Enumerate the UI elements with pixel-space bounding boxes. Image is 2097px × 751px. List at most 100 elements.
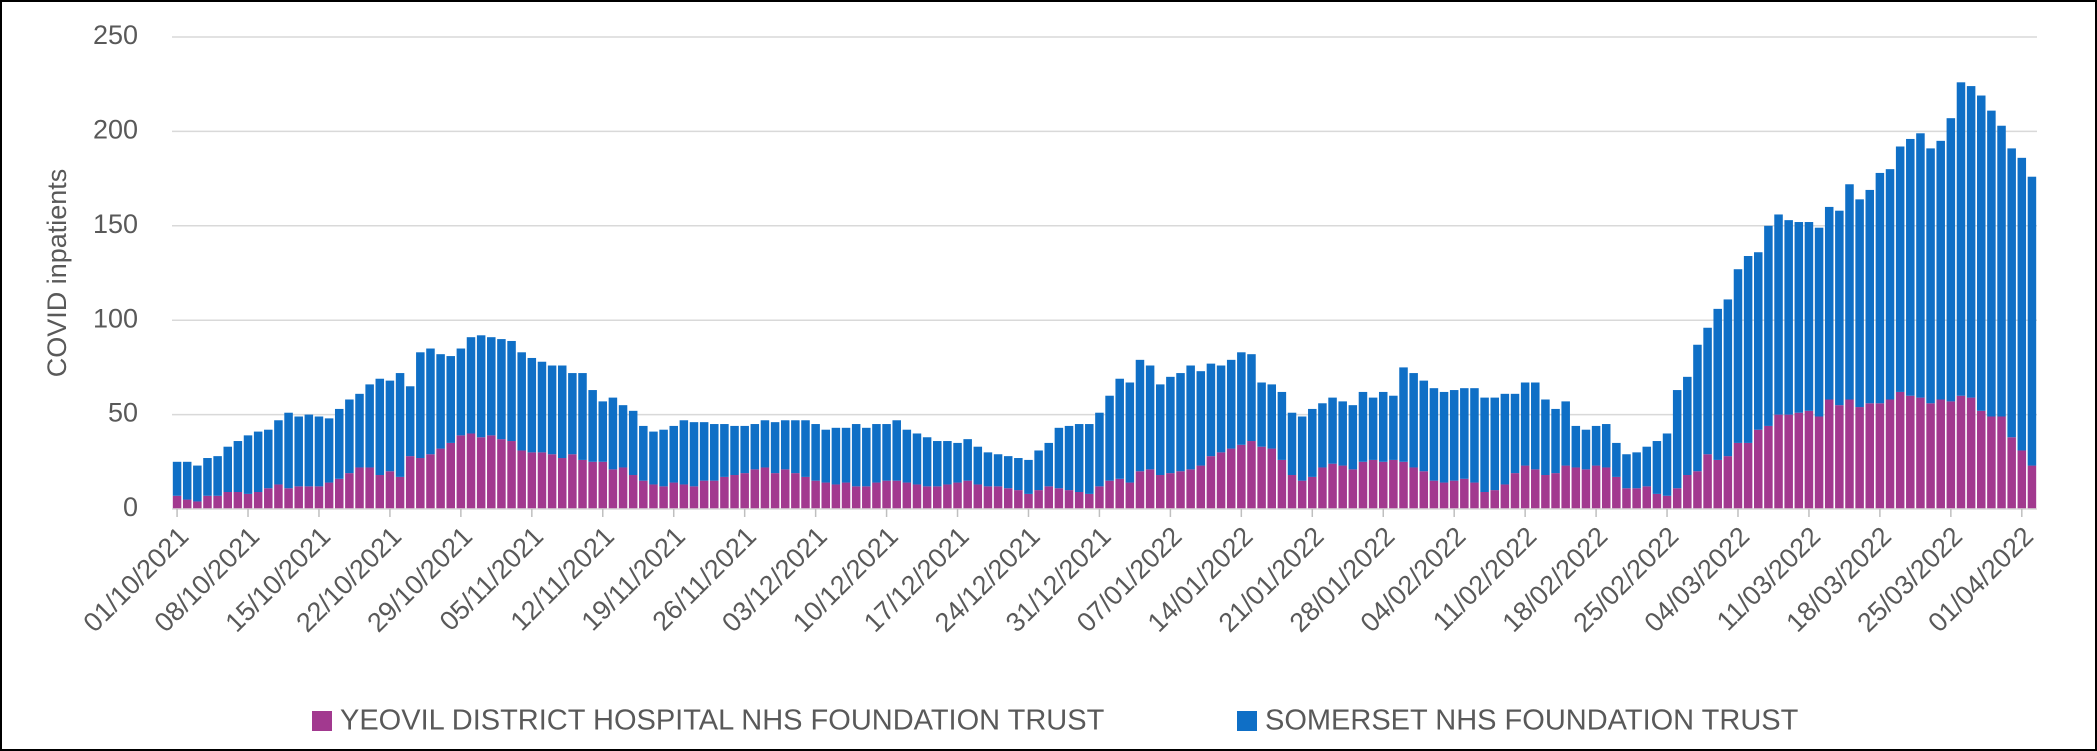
bar-segment <box>507 340 516 442</box>
bar-segment <box>862 486 871 509</box>
bar-segment <box>355 467 364 509</box>
bar-segment <box>1754 252 1763 430</box>
bar-segment <box>1652 441 1662 494</box>
bar-segment <box>487 435 496 509</box>
bar-segment <box>1865 403 1875 509</box>
bar-segment <box>253 492 263 509</box>
bar-segment <box>1835 405 1844 509</box>
bar-segment <box>922 486 932 509</box>
bar-segment <box>1054 488 1064 509</box>
bar-segment <box>264 429 273 489</box>
bar-segment <box>801 476 810 509</box>
bar-segment <box>1764 425 1773 509</box>
bar-segment <box>1328 463 1337 509</box>
bar-segment <box>1601 467 1611 509</box>
bar-segment <box>1865 189 1875 404</box>
bar-segment <box>831 427 841 485</box>
bar-segment <box>274 420 283 485</box>
bar-segment <box>1166 473 1175 509</box>
bar-segment <box>375 378 385 476</box>
bar-segment <box>1419 380 1429 472</box>
bar-segment <box>1693 471 1702 509</box>
bar-segment <box>476 335 486 438</box>
bar-segment <box>689 422 699 487</box>
bar-segment <box>233 492 243 509</box>
bar-segment <box>324 418 334 483</box>
bar-segment <box>1155 475 1165 509</box>
bar-segment <box>1155 384 1165 476</box>
bar-segment <box>466 337 476 434</box>
bar-segment <box>791 473 800 509</box>
bar-segment <box>1510 393 1520 474</box>
bar-segment <box>243 493 253 509</box>
bar-segment <box>1723 456 1733 509</box>
bar-segment <box>1622 488 1631 509</box>
bar-segment <box>1926 148 1935 404</box>
bar-segment <box>1003 456 1013 489</box>
bar-segment <box>821 429 831 483</box>
bar-segment <box>780 420 790 470</box>
bar-segment <box>1034 490 1043 509</box>
bar-segment <box>547 454 557 509</box>
bar-segment <box>517 352 526 451</box>
bar-segment <box>618 467 628 509</box>
bar-segment <box>943 441 952 485</box>
bar-segment <box>1186 469 1195 509</box>
bar-segment <box>1358 391 1368 462</box>
bar-segment <box>1541 475 1550 509</box>
bar-segment <box>274 484 283 509</box>
bar-segment <box>223 446 233 493</box>
bar-segment <box>1034 450 1043 491</box>
bar-segment <box>345 473 354 509</box>
bar-segment <box>1976 410 1986 509</box>
bar-segment <box>720 476 729 509</box>
bar-segment <box>1571 467 1581 509</box>
bar-segment <box>882 424 891 481</box>
bar-segment <box>517 450 526 509</box>
bar-segment <box>1703 327 1712 455</box>
bar-segment <box>1946 401 1956 509</box>
bar-segment <box>497 439 506 509</box>
bar-segment <box>922 437 932 487</box>
bar-segment <box>1774 214 1783 415</box>
bar-segment <box>1835 210 1844 406</box>
bar-segment <box>1926 403 1935 509</box>
bar-segment <box>243 435 253 494</box>
y-tick-label: 0 <box>123 492 138 522</box>
bar-segment <box>740 425 749 474</box>
bar-segment <box>416 458 425 509</box>
bar-segment <box>1247 441 1256 509</box>
bar-segment <box>740 473 749 509</box>
bar-segment <box>476 437 486 509</box>
bar-segment <box>2027 176 2037 466</box>
bar-segment <box>831 484 841 509</box>
bar-segment <box>608 469 618 509</box>
bar-segment <box>679 420 689 485</box>
bar-segment <box>1906 395 1915 509</box>
bar-segment <box>1672 390 1682 489</box>
bar-segment <box>1308 408 1317 477</box>
bar-segment <box>1389 459 1398 509</box>
bar-segment <box>811 424 820 481</box>
bar-segment <box>872 482 881 509</box>
bar-segment <box>1693 344 1702 472</box>
bar-segment <box>1855 407 1864 509</box>
bar-segment <box>1875 403 1885 509</box>
bar-segment <box>182 499 192 509</box>
bar-segment <box>639 425 648 481</box>
bar-segment <box>537 452 547 509</box>
bar-segment <box>1024 493 1033 509</box>
bar-segment <box>841 482 851 509</box>
bar-segment <box>1743 442 1753 509</box>
bar-segment <box>1115 478 1124 509</box>
y-tick-label: 150 <box>93 209 138 239</box>
bar-segment <box>1226 359 1236 449</box>
bar-segment <box>862 427 871 487</box>
bar-segment <box>405 386 415 457</box>
bar-segment <box>578 459 587 509</box>
bar-segment <box>1196 371 1206 466</box>
bar-segment <box>801 420 810 477</box>
bar-segment <box>659 486 668 509</box>
bar-segment <box>436 448 445 509</box>
bar-segment <box>1916 397 1925 509</box>
